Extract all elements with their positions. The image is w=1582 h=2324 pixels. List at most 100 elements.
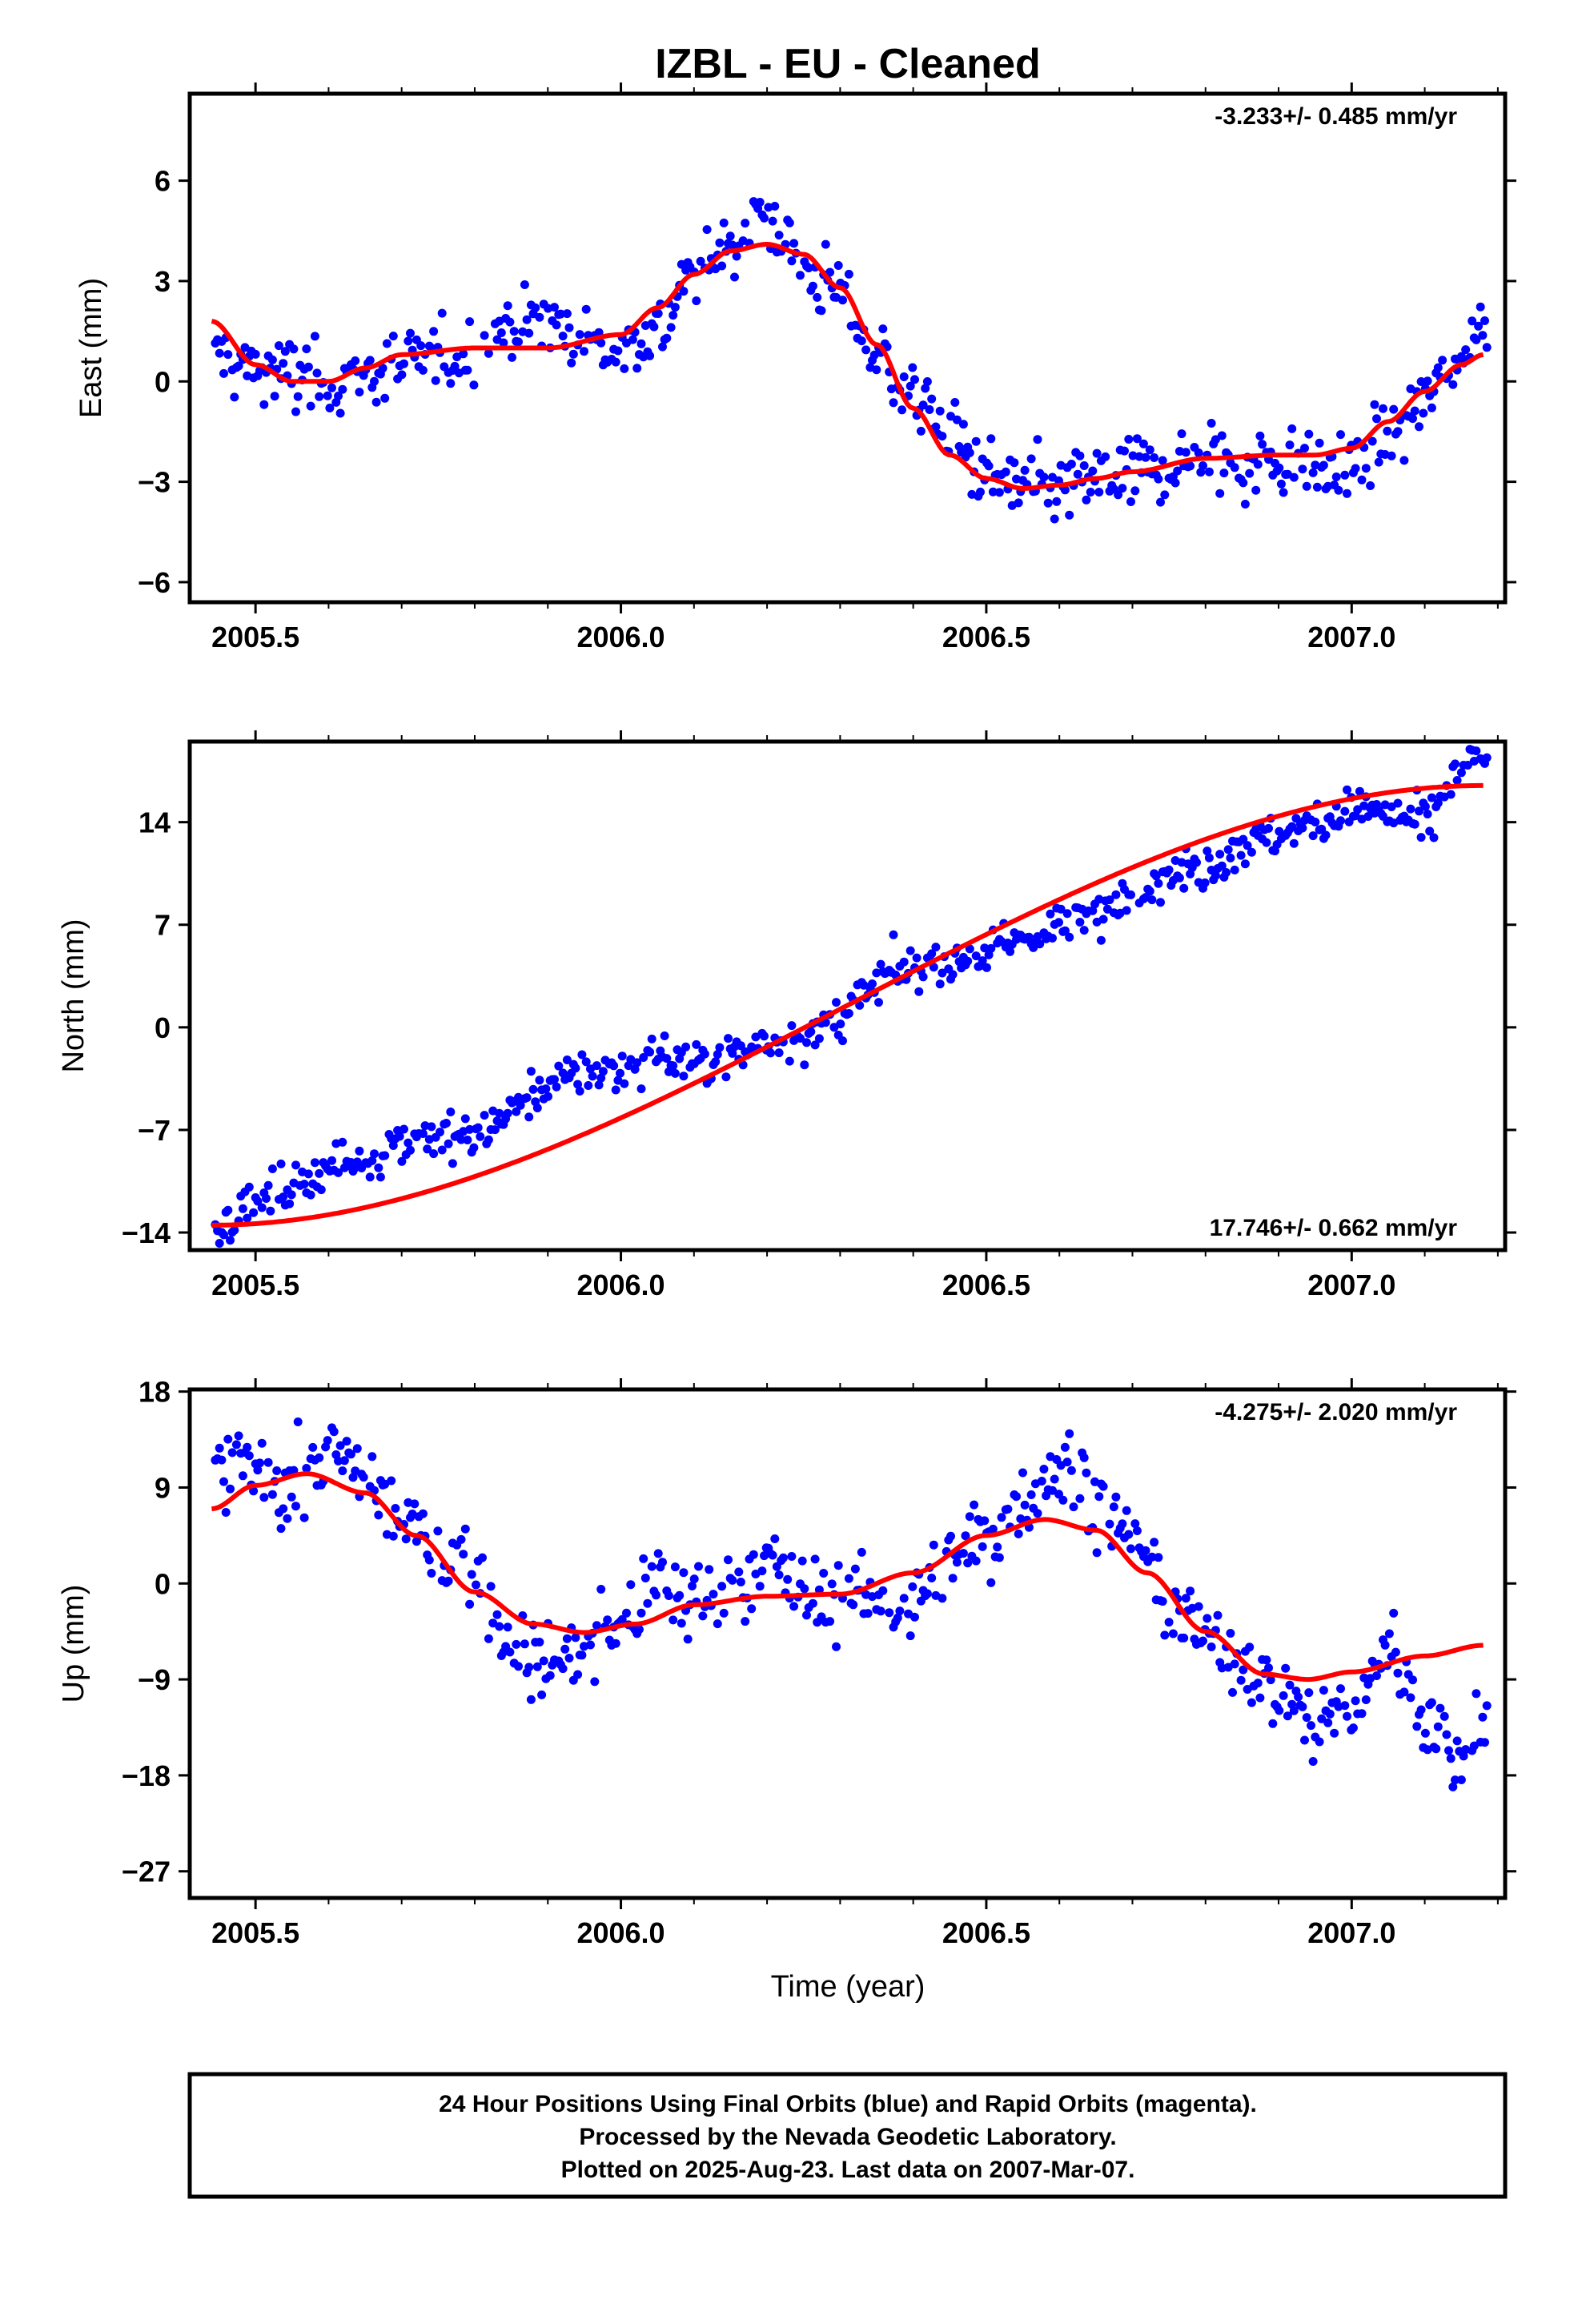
data-point bbox=[1075, 451, 1085, 460]
data-point bbox=[1018, 1468, 1027, 1478]
data-point bbox=[925, 405, 934, 414]
data-point bbox=[1020, 465, 1030, 475]
data-point bbox=[982, 963, 991, 972]
data-point bbox=[1060, 1442, 1070, 1452]
data-point bbox=[1275, 826, 1284, 836]
data-point bbox=[724, 1034, 733, 1043]
data-point bbox=[1463, 761, 1472, 770]
data-point bbox=[541, 1084, 551, 1094]
data-point bbox=[293, 1417, 303, 1426]
data-point bbox=[329, 1427, 339, 1437]
data-point bbox=[223, 1434, 233, 1444]
data-point bbox=[1262, 838, 1271, 847]
data-point bbox=[1200, 878, 1210, 887]
x-tick-label: 2005.5 bbox=[211, 621, 299, 653]
data-point bbox=[1192, 858, 1201, 867]
data-point bbox=[986, 943, 996, 953]
data-point bbox=[1056, 904, 1066, 914]
data-point bbox=[1423, 810, 1432, 818]
data-point bbox=[1150, 1538, 1159, 1547]
data-point bbox=[291, 1160, 300, 1170]
data-point bbox=[1279, 488, 1288, 497]
data-point bbox=[215, 1239, 224, 1248]
data-point bbox=[700, 1049, 709, 1059]
data-point bbox=[664, 1591, 673, 1600]
data-point bbox=[1459, 1751, 1468, 1761]
data-point bbox=[1145, 887, 1154, 896]
data-point bbox=[1240, 859, 1250, 869]
data-point bbox=[931, 422, 941, 432]
data-point bbox=[270, 392, 279, 401]
data-point bbox=[526, 1067, 536, 1076]
data-point bbox=[1308, 468, 1318, 477]
data-point bbox=[370, 1149, 379, 1159]
data-point bbox=[620, 1079, 629, 1088]
data-point bbox=[878, 324, 888, 334]
data-point bbox=[219, 1230, 228, 1240]
data-point bbox=[427, 1569, 436, 1578]
data-point bbox=[808, 281, 817, 291]
data-point bbox=[971, 1556, 981, 1566]
data-point bbox=[914, 987, 924, 996]
data-point bbox=[993, 1542, 1002, 1552]
data-point bbox=[524, 328, 534, 338]
data-point bbox=[948, 1574, 958, 1583]
chart-title: IZBL - EU - Cleaned bbox=[655, 41, 1041, 87]
data-point bbox=[899, 1594, 909, 1603]
data-point bbox=[291, 1502, 300, 1511]
data-point bbox=[465, 1124, 475, 1134]
data-point bbox=[1298, 823, 1307, 833]
data-point bbox=[838, 1036, 847, 1046]
data-point bbox=[778, 1553, 788, 1562]
data-point bbox=[640, 1574, 650, 1582]
data-point bbox=[556, 309, 565, 319]
data-point bbox=[921, 384, 930, 393]
data-point bbox=[503, 1622, 512, 1632]
data-point bbox=[1230, 865, 1239, 875]
data-point bbox=[215, 348, 224, 358]
data-point bbox=[905, 946, 915, 955]
data-point bbox=[554, 1061, 564, 1071]
data-point bbox=[838, 296, 847, 305]
data-point bbox=[1258, 440, 1267, 449]
data-point bbox=[789, 1602, 799, 1611]
data-point bbox=[562, 1055, 572, 1064]
data-point bbox=[243, 1442, 252, 1452]
data-point bbox=[958, 420, 968, 429]
data-point bbox=[1474, 321, 1484, 331]
data-point bbox=[1427, 403, 1436, 412]
data-point bbox=[514, 337, 523, 347]
data-point bbox=[267, 1490, 277, 1499]
data-point bbox=[598, 1067, 608, 1076]
data-point bbox=[806, 1027, 816, 1036]
data-point bbox=[935, 406, 945, 416]
data-point bbox=[770, 1534, 780, 1543]
data-point bbox=[1275, 1706, 1284, 1715]
data-point bbox=[1060, 926, 1070, 935]
data-point bbox=[234, 361, 243, 371]
data-point bbox=[1351, 464, 1360, 473]
data-point bbox=[238, 1471, 247, 1481]
x-tick-label: 2006.5 bbox=[942, 621, 1030, 653]
data-point bbox=[800, 1060, 809, 1070]
data-point bbox=[1164, 865, 1174, 875]
data-point bbox=[1239, 834, 1248, 844]
data-point bbox=[732, 251, 741, 261]
data-point bbox=[1281, 1663, 1291, 1673]
data-point bbox=[1412, 1722, 1422, 1731]
data-point bbox=[910, 375, 919, 384]
fit-line bbox=[211, 782, 1484, 1228]
data-point bbox=[1452, 776, 1462, 785]
data-point bbox=[622, 1608, 631, 1618]
data-point bbox=[1387, 451, 1396, 460]
data-point bbox=[592, 1621, 601, 1630]
data-point bbox=[1307, 1721, 1315, 1731]
data-point bbox=[1389, 1608, 1399, 1618]
data-point bbox=[908, 1582, 917, 1591]
data-point bbox=[713, 1050, 722, 1059]
data-point bbox=[444, 1139, 453, 1148]
data-point bbox=[802, 1038, 811, 1047]
data-point bbox=[575, 330, 584, 340]
data-point bbox=[1480, 316, 1489, 325]
